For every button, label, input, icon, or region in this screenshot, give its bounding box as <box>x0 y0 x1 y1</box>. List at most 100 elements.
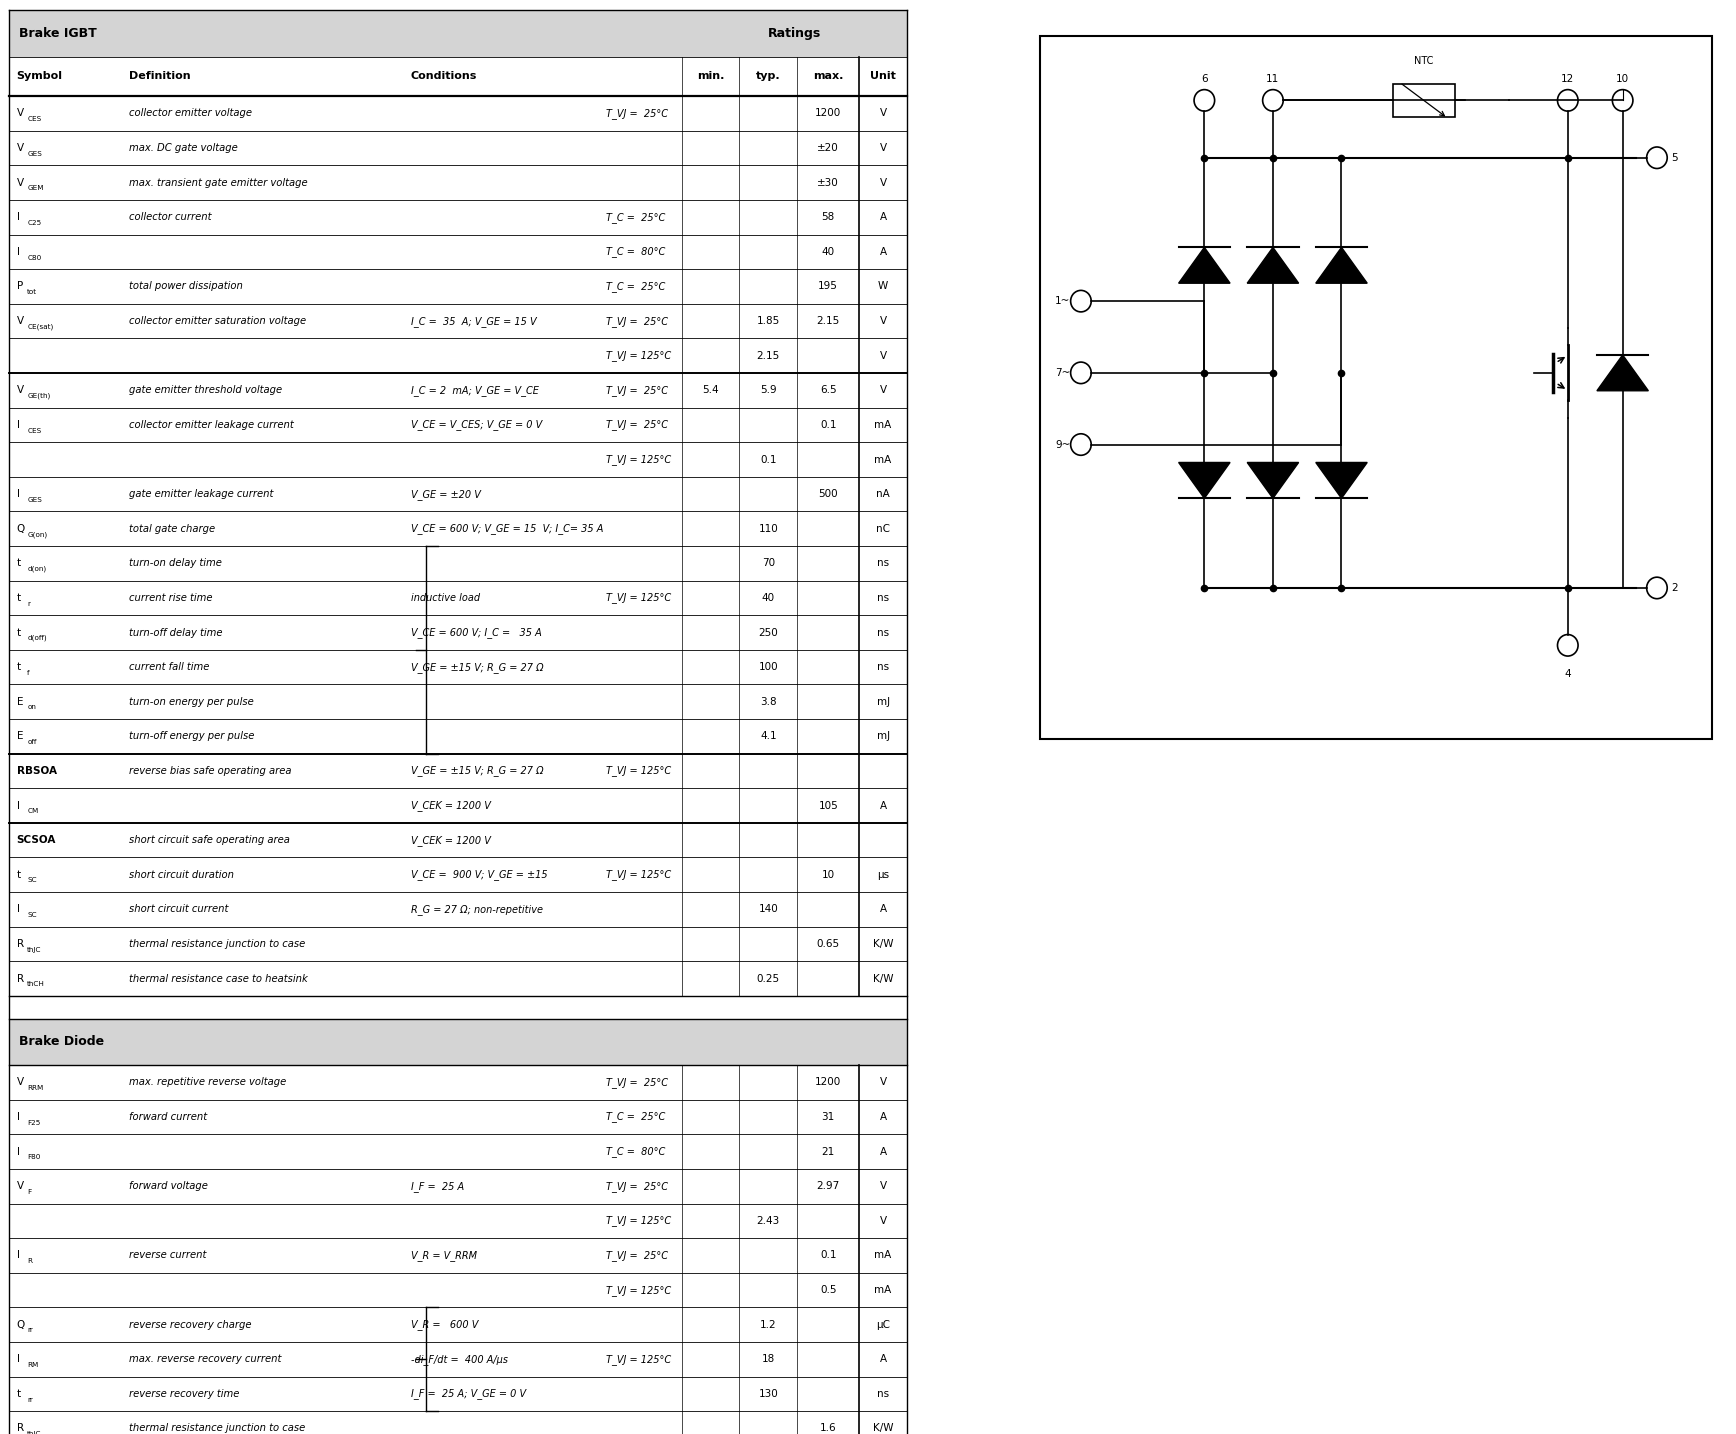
Text: 140: 140 <box>759 905 778 915</box>
Text: 40: 40 <box>762 592 774 602</box>
Text: reverse recovery time: reverse recovery time <box>130 1390 240 1400</box>
Text: 5.9: 5.9 <box>760 386 776 396</box>
Bar <box>9 892 906 926</box>
Bar <box>9 684 906 718</box>
Text: V: V <box>880 1182 887 1192</box>
Text: 10: 10 <box>821 870 835 880</box>
Text: V: V <box>880 178 887 188</box>
Text: 105: 105 <box>818 800 838 810</box>
Text: T_C =  80°C: T_C = 80°C <box>606 247 665 257</box>
Text: min.: min. <box>698 72 724 82</box>
Text: 7~: 7~ <box>1055 369 1071 377</box>
Text: V_R = V_RRM: V_R = V_RRM <box>411 1250 477 1260</box>
Text: I: I <box>17 905 19 915</box>
Text: mA: mA <box>875 1250 892 1260</box>
Text: on: on <box>28 704 36 710</box>
Text: T_VJ = 125°C: T_VJ = 125°C <box>606 350 670 361</box>
Bar <box>9 650 906 684</box>
Text: short circuit current: short circuit current <box>130 905 229 915</box>
Text: R_G = 27 Ω; non-repetitive: R_G = 27 Ω; non-repetitive <box>411 903 543 915</box>
Text: V_CEK = 1200 V: V_CEK = 1200 V <box>411 835 491 846</box>
Text: 6.5: 6.5 <box>819 386 837 396</box>
Text: 1200: 1200 <box>816 109 842 119</box>
Text: W: W <box>878 281 889 291</box>
Text: I: I <box>17 1111 19 1121</box>
Bar <box>9 995 906 1018</box>
Text: mJ: mJ <box>877 731 889 741</box>
Text: F80: F80 <box>28 1154 40 1160</box>
Polygon shape <box>1597 356 1649 391</box>
Text: 500: 500 <box>818 489 838 499</box>
Text: mA: mA <box>875 1285 892 1295</box>
Text: T_VJ = 125°C: T_VJ = 125°C <box>606 766 670 776</box>
Text: R: R <box>17 1424 24 1434</box>
Text: 1.2: 1.2 <box>760 1319 776 1329</box>
Text: T_VJ = 125°C: T_VJ = 125°C <box>606 1354 670 1365</box>
Text: SC: SC <box>28 912 36 918</box>
Text: C25: C25 <box>28 219 42 227</box>
Bar <box>9 718 906 754</box>
Text: T_C =  25°C: T_C = 25°C <box>606 1111 665 1123</box>
Text: off: off <box>28 739 36 746</box>
Bar <box>9 373 906 407</box>
Text: I_F =  25 A; V_GE = 0 V: I_F = 25 A; V_GE = 0 V <box>411 1388 526 1400</box>
Text: ns: ns <box>877 663 889 673</box>
Text: Conditions: Conditions <box>411 72 477 82</box>
Text: T_VJ = 125°C: T_VJ = 125°C <box>606 869 670 880</box>
Text: 2.15: 2.15 <box>757 351 779 361</box>
Text: RBSOA: RBSOA <box>17 766 57 776</box>
Text: 18: 18 <box>762 1354 774 1364</box>
Text: mA: mA <box>875 455 892 465</box>
Text: 70: 70 <box>762 558 774 568</box>
Bar <box>9 1238 906 1273</box>
Text: thCH: thCH <box>28 981 45 987</box>
Text: reverse bias safe operating area: reverse bias safe operating area <box>130 766 292 776</box>
Text: 3.8: 3.8 <box>760 697 776 707</box>
Text: short circuit safe operating area: short circuit safe operating area <box>130 835 290 845</box>
Text: t: t <box>17 1390 21 1400</box>
Text: V: V <box>880 143 887 153</box>
Text: I: I <box>17 489 19 499</box>
Text: 5.4: 5.4 <box>703 386 719 396</box>
Text: I: I <box>17 1354 19 1364</box>
Bar <box>9 1134 906 1169</box>
Text: GE(th): GE(th) <box>28 393 50 399</box>
Text: current fall time: current fall time <box>130 663 210 673</box>
Bar <box>9 615 906 650</box>
Text: CES: CES <box>28 116 42 122</box>
Bar <box>9 1308 906 1342</box>
Text: t: t <box>17 628 21 638</box>
Text: 5: 5 <box>1670 153 1677 162</box>
Text: d(on): d(on) <box>28 566 47 572</box>
Text: T_VJ =  25°C: T_VJ = 25°C <box>606 1077 668 1088</box>
Text: P: P <box>17 281 23 291</box>
Text: 2.43: 2.43 <box>757 1216 779 1226</box>
Bar <box>9 165 906 199</box>
Text: 0.25: 0.25 <box>757 974 779 984</box>
Text: 1~: 1~ <box>1055 297 1071 305</box>
Text: typ.: typ. <box>755 72 781 82</box>
Bar <box>9 10 906 56</box>
Polygon shape <box>1316 247 1368 284</box>
Bar <box>9 56 906 96</box>
Bar <box>9 338 906 373</box>
Text: 130: 130 <box>759 1390 778 1400</box>
Text: V_GE = ±20 V: V_GE = ±20 V <box>411 489 481 499</box>
Text: 0.1: 0.1 <box>819 420 837 430</box>
Bar <box>9 512 906 546</box>
Text: Q: Q <box>17 1319 24 1329</box>
Text: turn-off energy per pulse: turn-off energy per pulse <box>130 731 255 741</box>
Text: total power dissipation: total power dissipation <box>130 281 243 291</box>
Text: 31: 31 <box>821 1111 835 1121</box>
Polygon shape <box>1179 463 1231 499</box>
Bar <box>9 1342 906 1377</box>
Bar <box>9 442 906 478</box>
Bar <box>1392 85 1455 116</box>
Bar <box>9 961 906 995</box>
Text: V: V <box>17 1077 24 1087</box>
Text: 100: 100 <box>759 663 778 673</box>
Text: V: V <box>17 386 24 396</box>
Text: ±20: ±20 <box>818 143 838 153</box>
Text: ns: ns <box>877 592 889 602</box>
Text: thermal resistance junction to case: thermal resistance junction to case <box>130 939 306 949</box>
